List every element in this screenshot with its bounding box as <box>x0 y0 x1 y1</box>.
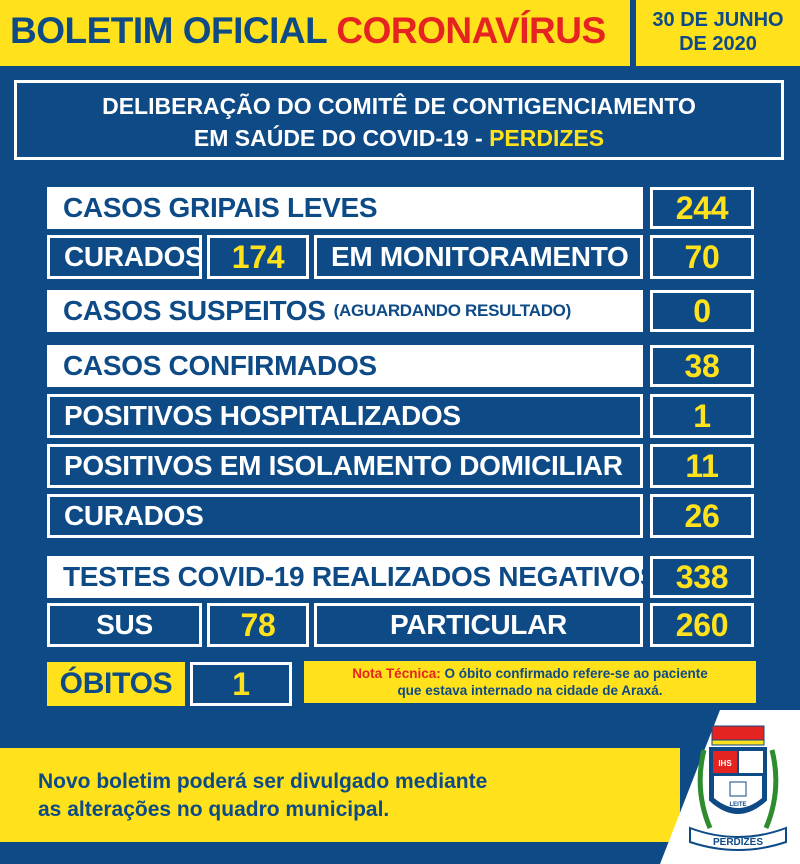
date-line1: 30 DE JUNHO <box>652 9 784 31</box>
footer-message: Novo boletim poderá ser divulgado median… <box>38 768 487 824</box>
testes-value: 338 <box>650 556 754 598</box>
curados-label-2: CURADOS <box>47 494 643 538</box>
testes-label: TESTES COVID-19 REALIZADOS NEGATIVOS <box>47 556 643 598</box>
crest-ihs: IHS <box>718 759 732 768</box>
deliberation-city: PERDIZES <box>489 125 605 151</box>
header-banner: BOLETIM OFICIAL CORONAVÍRUS 30 DE JUNHO … <box>0 0 800 66</box>
confirmados-value: 38 <box>650 345 754 387</box>
curados-value-2: 26 <box>650 494 754 538</box>
particular-label: PARTICULAR <box>314 603 643 647</box>
crest-panel: IHS LEITE PERDIZES <box>660 710 800 864</box>
curados-value-1: 174 <box>207 235 309 279</box>
casos-gripais-value: 244 <box>650 187 754 229</box>
suspeitos-note: (AGUARDANDO RESULTADO) <box>333 301 572 320</box>
technical-note-line1: Nota Técnica: O óbito confirmado refere-… <box>304 665 756 682</box>
particular-value: 260 <box>650 603 754 647</box>
hospitalizados-value: 1 <box>650 394 754 438</box>
technical-note-text1: O óbito confirmado refere-se ao paciente <box>444 666 708 681</box>
title-part2: CORONAVÍRUS <box>336 10 606 51</box>
monitoramento-value: 70 <box>650 235 754 279</box>
isolamento-label: POSITIVOS EM ISOLAMENTO DOMICILIAR <box>47 444 643 488</box>
technical-note-title: Nota Técnica: <box>352 666 441 681</box>
monitoramento-label: EM MONITORAMENTO <box>314 235 643 279</box>
deliberation-line2: EM SAÚDE DO COVID-19 - PERDIZES <box>17 122 781 154</box>
footer-band <box>0 748 680 842</box>
date-line2: DE 2020 <box>679 33 757 55</box>
header-divider <box>630 0 636 66</box>
confirmados-label: CASOS CONFIRMADOS <box>47 345 643 387</box>
crest-city: PERDIZES <box>713 837 763 848</box>
curados-label-1: CURADOS <box>47 235 202 279</box>
perdizes-coat-of-arms-icon: IHS LEITE PERDIZES <box>689 725 787 851</box>
deliberation-line1: DELIBERAÇÃO DO COMITÊ DE CONTIGENCIAMENT… <box>102 93 696 119</box>
bulletin-title: BOLETIM OFICIAL CORONAVÍRUS <box>10 10 606 52</box>
casos-gripais-label: CASOS GRIPAIS LEVES <box>47 187 643 229</box>
bulletin-date: 30 DE JUNHO DE 2020 <box>636 8 800 56</box>
suspeitos-value: 0 <box>650 290 754 332</box>
deliberation-box: DELIBERAÇÃO DO COMITÊ DE CONTIGENCIAMENT… <box>14 80 784 160</box>
isolamento-value: 11 <box>650 444 754 488</box>
suspeitos-label-box: CASOS SUSPEITOS (AGUARDANDO RESULTADO) <box>47 290 643 332</box>
hospitalizados-label: POSITIVOS HOSPITALIZADOS <box>47 394 643 438</box>
footer-line2: as alterações no quadro municipal. <box>38 798 390 821</box>
technical-note: Nota Técnica: O óbito confirmado refere-… <box>304 661 756 703</box>
sus-label: SUS <box>47 603 202 647</box>
obitos-value: 1 <box>190 662 292 706</box>
suspeitos-label: CASOS SUSPEITOS <box>63 295 326 326</box>
footer-line1: Novo boletim poderá ser divulgado median… <box>38 770 488 793</box>
title-part1: BOLETIM OFICIAL <box>10 10 327 51</box>
crest-leite: LEITE <box>729 802 746 808</box>
sus-value: 78 <box>207 603 309 647</box>
deliberation-line2-prefix: EM SAÚDE DO COVID-19 - <box>193 125 483 151</box>
technical-note-text2: que estava internado na cidade de Araxá. <box>397 683 663 698</box>
obitos-label: ÓBITOS <box>47 662 185 706</box>
